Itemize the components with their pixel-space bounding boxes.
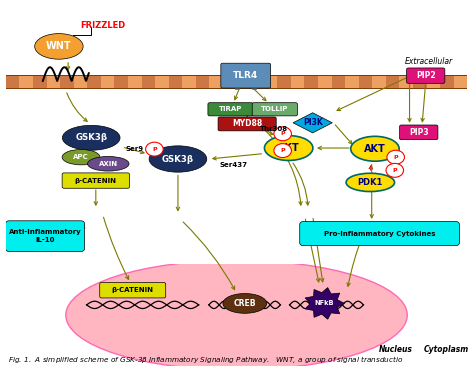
Text: WNT: WNT <box>46 41 72 51</box>
Bar <box>46 75 60 88</box>
Polygon shape <box>305 288 345 319</box>
Text: Pro-Inflammatory Cytokines: Pro-Inflammatory Cytokines <box>324 230 435 237</box>
Text: CREB: CREB <box>234 299 256 308</box>
Text: the nucleus and the cytoplasm (c).: the nucleus and the cytoplasm (c). <box>10 6 144 15</box>
Bar <box>291 75 304 88</box>
Bar <box>277 75 291 88</box>
Circle shape <box>274 127 292 141</box>
Ellipse shape <box>66 260 407 367</box>
Ellipse shape <box>264 135 313 160</box>
Ellipse shape <box>351 136 399 161</box>
Ellipse shape <box>35 34 83 59</box>
FancyBboxPatch shape <box>62 173 129 188</box>
Text: Fig. 1.  A simplified scheme of GSK-3$\beta$ Inflammatory Signaling Pathway.   W: Fig. 1. A simplified scheme of GSK-3$\be… <box>8 354 404 365</box>
FancyBboxPatch shape <box>6 221 84 251</box>
Polygon shape <box>293 113 332 133</box>
Text: PIP2: PIP2 <box>416 71 436 80</box>
Bar <box>237 75 250 88</box>
Bar <box>73 75 87 88</box>
Bar <box>359 75 372 88</box>
Text: Ser9: Ser9 <box>125 146 143 152</box>
Bar <box>196 75 210 88</box>
Ellipse shape <box>63 126 120 150</box>
Bar <box>250 75 264 88</box>
Circle shape <box>146 142 163 156</box>
Text: AXIN: AXIN <box>99 161 118 167</box>
Text: PI3K: PI3K <box>303 118 322 127</box>
Text: NFkB: NFkB <box>314 301 334 306</box>
Text: APC: APC <box>73 154 89 160</box>
Circle shape <box>274 143 292 157</box>
FancyBboxPatch shape <box>221 63 271 88</box>
Bar <box>331 75 345 88</box>
Ellipse shape <box>88 156 129 171</box>
Bar <box>304 75 318 88</box>
Bar <box>33 75 46 88</box>
Text: Anti-Inflammatory
IL-10: Anti-Inflammatory IL-10 <box>9 229 82 243</box>
Bar <box>210 75 223 88</box>
FancyBboxPatch shape <box>218 117 276 131</box>
Text: TOLLIP: TOLLIP <box>261 106 289 112</box>
Bar <box>101 75 114 88</box>
Bar <box>155 75 169 88</box>
Text: TIRAP: TIRAP <box>219 106 242 112</box>
Text: Cytoplasm: Cytoplasm <box>424 345 469 355</box>
Bar <box>142 75 155 88</box>
Bar <box>345 75 359 88</box>
Bar <box>440 75 454 88</box>
Bar <box>6 1 467 264</box>
Circle shape <box>386 163 403 177</box>
Text: P: P <box>392 168 397 173</box>
Ellipse shape <box>62 149 100 165</box>
Bar <box>454 75 467 88</box>
Text: P: P <box>280 131 285 136</box>
FancyBboxPatch shape <box>407 68 445 83</box>
FancyBboxPatch shape <box>400 125 438 139</box>
FancyBboxPatch shape <box>100 283 166 298</box>
Text: PIP3: PIP3 <box>409 128 428 137</box>
Bar <box>60 75 73 88</box>
Text: Nucleus: Nucleus <box>379 345 413 355</box>
Text: MYD88: MYD88 <box>232 119 262 128</box>
Text: AKT: AKT <box>278 143 300 153</box>
Ellipse shape <box>346 173 394 192</box>
FancyBboxPatch shape <box>300 222 459 246</box>
Text: GSK3β: GSK3β <box>75 133 107 142</box>
Text: GSK3β: GSK3β <box>162 155 194 164</box>
Bar <box>372 75 386 88</box>
Text: Extracellular: Extracellular <box>405 57 453 66</box>
Text: β-CATENIN: β-CATENIN <box>75 178 117 184</box>
Text: Thr308: Thr308 <box>260 126 288 132</box>
Bar <box>413 75 427 88</box>
Circle shape <box>387 150 404 164</box>
Bar <box>6 75 19 88</box>
Bar <box>386 75 400 88</box>
Bar <box>19 75 33 88</box>
Text: FRIZZLED: FRIZZLED <box>80 21 125 30</box>
Ellipse shape <box>223 294 267 313</box>
Ellipse shape <box>149 146 207 172</box>
Text: Ser437: Ser437 <box>219 162 247 168</box>
Bar <box>400 75 413 88</box>
Bar <box>427 75 440 88</box>
Text: β-CATENIN: β-CATENIN <box>112 287 154 293</box>
Bar <box>87 75 101 88</box>
Bar <box>128 75 142 88</box>
Bar <box>169 75 182 88</box>
Bar <box>114 75 128 88</box>
Bar <box>264 75 277 88</box>
Bar <box>318 75 331 88</box>
Text: P: P <box>393 155 398 160</box>
FancyBboxPatch shape <box>252 103 297 116</box>
Bar <box>182 75 196 88</box>
Text: P: P <box>280 148 285 153</box>
Text: AKT: AKT <box>364 144 386 154</box>
Text: TLR4: TLR4 <box>233 71 258 80</box>
Bar <box>223 75 237 88</box>
Text: PDK1: PDK1 <box>358 178 383 187</box>
Text: P: P <box>152 147 157 152</box>
FancyBboxPatch shape <box>208 103 253 116</box>
